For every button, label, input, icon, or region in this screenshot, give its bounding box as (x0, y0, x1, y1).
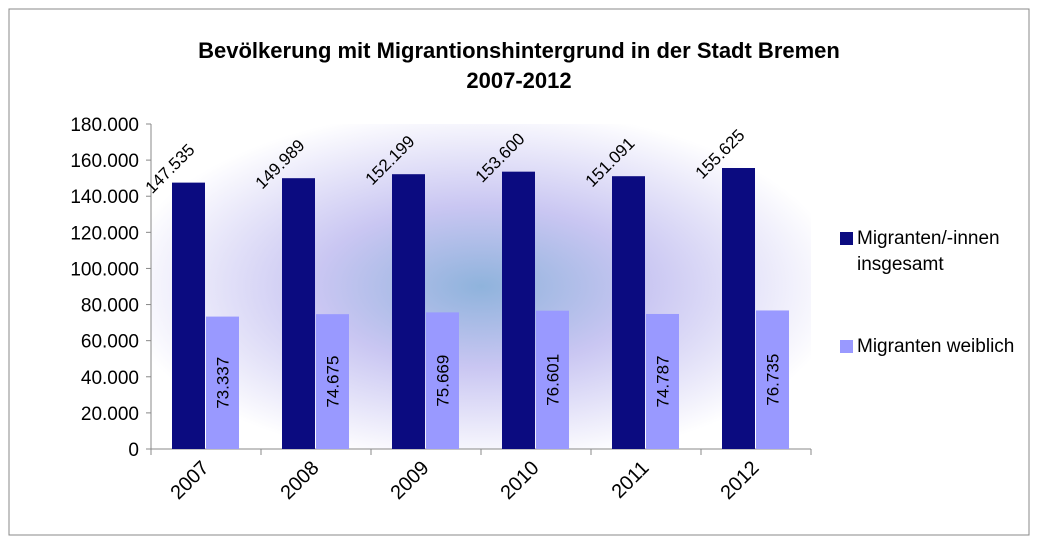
bar (392, 174, 425, 450)
plot-background (151, 124, 811, 449)
bar (756, 310, 789, 449)
bar (722, 168, 755, 449)
legend-item: Migranten weiblich (840, 334, 1027, 360)
bar (206, 316, 239, 449)
data-label: 74.675 (324, 356, 343, 408)
legend-item: Migranten/-innen insgesamt (840, 226, 1027, 278)
bar (612, 176, 645, 449)
y-tick-label: 40.000 (81, 368, 139, 389)
bar (282, 178, 315, 449)
y-tick-label: 140.000 (70, 187, 139, 208)
legend-label: Migranten weiblich (857, 336, 1015, 357)
y-tick-label: 80.000 (81, 296, 139, 317)
legend-label: Migranten/-innen insgesamt (857, 228, 1000, 275)
bar (426, 312, 459, 449)
bar (646, 313, 679, 449)
bar (502, 171, 535, 449)
bar (316, 314, 349, 449)
y-tick-label: 100.000 (70, 259, 139, 280)
chart-subtitle: 2007-2012 (466, 68, 571, 93)
y-tick-label: 20.000 (81, 404, 139, 425)
data-label: 73.337 (214, 357, 233, 409)
chart-title: Bevölkerung mit Migrantionshintergrund i… (198, 38, 840, 63)
legend-swatch (840, 232, 853, 245)
data-label: 74.787 (654, 355, 673, 407)
legend-swatch (840, 340, 853, 353)
bar (172, 182, 205, 449)
y-tick-label: 60.000 (81, 332, 139, 353)
data-label: 75.669 (434, 355, 453, 407)
data-label: 76.601 (544, 354, 563, 406)
y-tick-label: 120.000 (70, 223, 139, 244)
bar (536, 310, 569, 449)
y-tick-label: 180.000 (70, 115, 139, 136)
data-label: 76.735 (764, 354, 783, 406)
y-tick-label: 0 (128, 440, 139, 461)
y-tick-label: 160.000 (70, 151, 139, 172)
